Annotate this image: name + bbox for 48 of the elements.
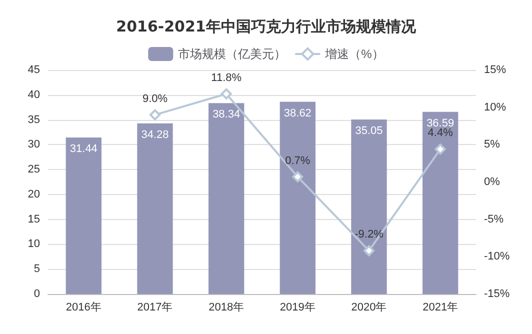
y-tick-label: 5 <box>34 263 40 276</box>
data-label: 4.4% <box>428 127 454 140</box>
y-tick-label: 25 <box>28 164 40 176</box>
legend-label: 市场规模（亿美元） <box>178 47 286 61</box>
y-tick-label: 35 <box>28 114 40 126</box>
y-tick-label: 10 <box>28 238 40 250</box>
y2-tick-label: -5% <box>484 213 504 226</box>
y2-tick-label: -10% <box>484 250 510 263</box>
bar <box>66 138 102 294</box>
data-label: 0.7% <box>285 154 310 167</box>
data-label: 9.0% <box>142 92 168 105</box>
bar <box>208 103 244 294</box>
bar <box>137 123 173 294</box>
y-tick-label: 20 <box>28 188 40 200</box>
point <box>292 171 304 182</box>
y2-tick-label: 0% <box>484 176 500 188</box>
x-tick-label: 2017年 <box>137 302 173 314</box>
data-label: 38.34 <box>212 108 240 121</box>
y2-tick-label: 10% <box>484 101 506 114</box>
x-tick-label: 2020年 <box>351 302 387 314</box>
x-tick-label: 2018年 <box>208 302 244 314</box>
chart-title: 2016-2021年中国巧克力行业市场规模情况 <box>116 18 417 36</box>
x-tick-label: 2016年 <box>66 302 102 314</box>
y2-tick-label: 5% <box>484 138 500 151</box>
bar <box>422 112 458 294</box>
y2-tick-label: 15% <box>484 64 506 76</box>
data-label: 35.05 <box>355 125 383 138</box>
point <box>150 109 160 120</box>
legend-label: 增速（%） <box>324 47 384 61</box>
y2-tick-label: -15% <box>484 288 510 300</box>
y-tick-label: 15 <box>28 213 40 226</box>
point <box>364 245 374 256</box>
data-label: -9.2% <box>354 228 384 241</box>
y-tick-label: 45 <box>28 64 40 76</box>
y-tick-label: 40 <box>28 88 40 101</box>
x-tick-label: 2021年 <box>422 302 458 314</box>
data-label: 34.28 <box>141 128 169 141</box>
data-label: 31.44 <box>70 143 98 155</box>
data-label: 38.62 <box>284 107 312 120</box>
bar <box>351 120 387 294</box>
x-tick-label: 2019年 <box>280 302 316 314</box>
y-tick-label: 30 <box>28 138 40 151</box>
bar <box>280 102 316 294</box>
y-tick-label: 0 <box>34 288 40 300</box>
point <box>434 144 446 155</box>
point <box>220 88 232 100</box>
data-label: 36.59 <box>426 117 454 130</box>
data-label: 11.8% <box>211 72 242 84</box>
